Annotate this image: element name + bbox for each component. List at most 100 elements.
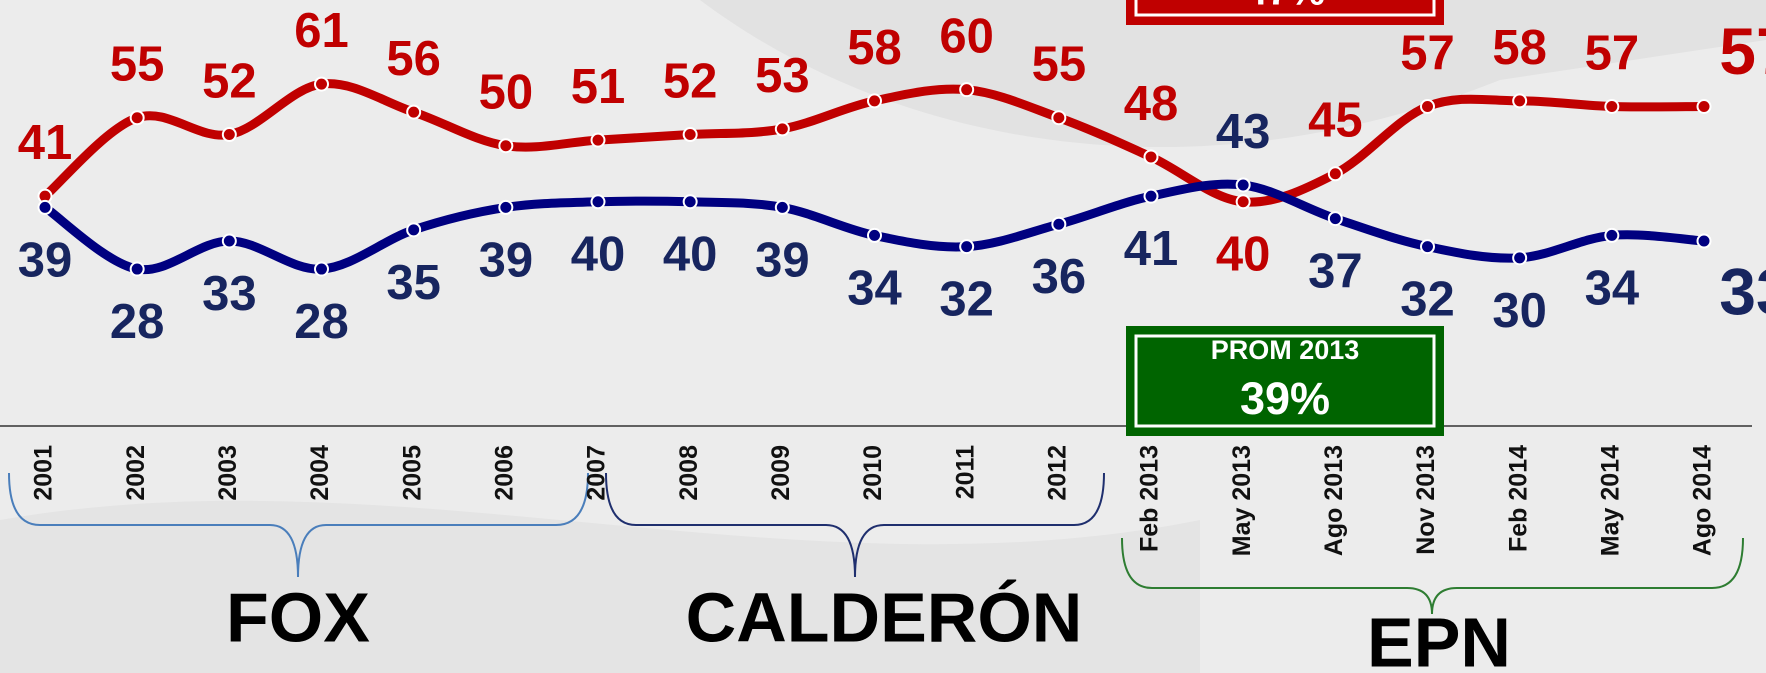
data-label: 48 (1124, 77, 1179, 131)
data-label: 45 (1308, 94, 1363, 148)
data-point (1143, 149, 1159, 165)
x-tick-label: 2009 (767, 445, 795, 501)
data-point (1143, 188, 1159, 204)
data-point (129, 110, 145, 126)
data-label: 40 (571, 228, 626, 282)
data-point (1327, 166, 1343, 182)
data-label: 60 (939, 10, 994, 64)
data-label: 40 (1216, 228, 1271, 282)
data-label: 43 (1216, 105, 1271, 159)
data-point (1235, 194, 1251, 210)
avg-box-border (1134, 334, 1436, 428)
data-label: 32 (1400, 273, 1455, 327)
data-label: 39 (18, 233, 73, 287)
x-tick-label: Feb 2013 (1136, 445, 1164, 552)
data-label: 33 (202, 267, 257, 321)
data-label: 36 (1032, 250, 1087, 304)
avg-value: 47% (1245, 0, 1325, 14)
data-label: 28 (110, 295, 165, 349)
data-label: 41 (18, 116, 73, 170)
data-label: 35 (386, 256, 441, 310)
data-label: 53 (755, 49, 810, 103)
x-tick-label: Nov 2013 (1412, 445, 1440, 555)
data-label: 32 (939, 273, 994, 327)
x-tick-label: 2001 (30, 445, 58, 501)
data-point (867, 93, 882, 109)
data-label: 50 (479, 66, 534, 120)
data-point (1051, 110, 1067, 126)
data-label: 33 (1719, 254, 1766, 328)
data-label: 55 (110, 38, 165, 92)
data-point (1696, 99, 1712, 114)
data-label: 39 (479, 233, 534, 287)
avg-value: 39% (1240, 373, 1330, 424)
data-point (314, 76, 329, 92)
data-label: 55 (1032, 38, 1087, 92)
avg-title: PROM 2013 (1211, 335, 1360, 365)
background-swoosh (700, 0, 1766, 148)
data-label: 28 (294, 295, 349, 349)
data-label: 57 (1585, 26, 1640, 80)
group-label: CALDERÓN (686, 578, 1083, 656)
data-label: 57 (1719, 14, 1766, 88)
data-point (590, 132, 606, 148)
x-tick-label: Feb 2014 (1504, 445, 1532, 552)
series-line (40, 179, 1709, 275)
data-point (221, 127, 237, 143)
data-point (314, 261, 329, 277)
x-tick-label: 2006 (490, 445, 518, 501)
data-point (1696, 233, 1712, 249)
data-label: 34 (847, 261, 902, 315)
data-point (682, 194, 698, 210)
x-tick-label: May 2013 (1228, 445, 1256, 556)
avg-box-border (1134, 0, 1436, 17)
x-tick-label: 2007 (583, 445, 611, 501)
data-point (774, 199, 790, 215)
data-label: 57 (1400, 26, 1455, 80)
data-point (1051, 216, 1067, 232)
data-point (959, 82, 975, 98)
data-point (1512, 93, 1528, 109)
data-label: 61 (294, 4, 349, 58)
data-point (1420, 239, 1435, 255)
group-label: EPN (1367, 603, 1511, 673)
data-label: 58 (847, 21, 902, 75)
data-point (221, 233, 237, 249)
data-label: 34 (1585, 261, 1640, 315)
x-tick-label: 2002 (122, 445, 150, 501)
data-label: 37 (1308, 245, 1363, 299)
data-label: 41 (1124, 222, 1179, 276)
data-point (498, 199, 514, 215)
group-brace (1121, 537, 1744, 615)
x-tick-label: 2011 (951, 445, 979, 499)
data-point (37, 199, 53, 215)
data-point (129, 261, 145, 277)
avg-box-red (1126, 0, 1444, 25)
data-point (1420, 99, 1435, 114)
data-point (959, 239, 975, 255)
data-point (406, 222, 422, 238)
data-point (867, 227, 882, 243)
x-tick-label: 2004 (306, 445, 334, 501)
data-point (1235, 177, 1251, 193)
x-tick-label: Ago 2013 (1320, 445, 1348, 556)
data-label: 40 (663, 228, 718, 282)
x-tick-label: 2003 (214, 445, 242, 501)
data-label: 52 (663, 54, 718, 108)
data-label: 30 (1492, 284, 1547, 338)
data-point (774, 121, 790, 137)
data-label: 58 (1492, 21, 1547, 75)
data-point (1512, 250, 1528, 266)
x-tick-label: 2010 (859, 445, 887, 501)
x-tick-label: 2005 (398, 445, 426, 501)
x-tick-label: May 2014 (1596, 445, 1624, 556)
data-label: 39 (755, 233, 810, 287)
data-point (682, 127, 698, 143)
x-tick-label: 2008 (675, 445, 703, 501)
group-brace (8, 472, 589, 578)
data-point (1327, 211, 1343, 227)
x-tick-label: Ago 2014 (1689, 445, 1717, 556)
group-brace (605, 472, 1105, 578)
data-label: 51 (571, 60, 626, 114)
